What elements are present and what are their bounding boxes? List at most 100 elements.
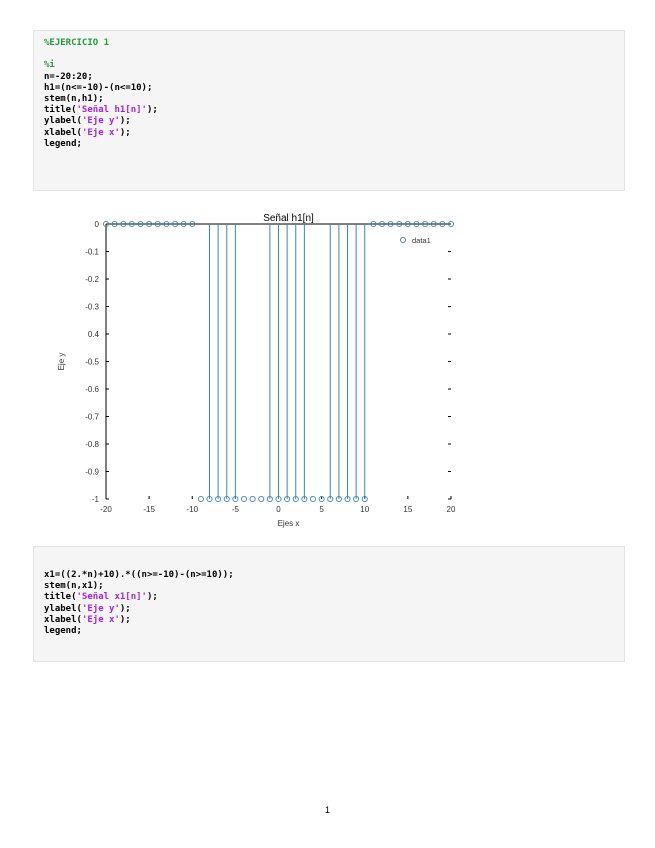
stem-marker <box>146 220 153 228</box>
code-line: xlabel('Eje x'); <box>44 128 614 139</box>
code-line: title('Señal h1[n]'); <box>44 105 614 116</box>
stem-marker <box>275 495 282 503</box>
x-tick-label: -15 <box>143 505 155 514</box>
code-string: 'Eje y' <box>81 116 120 127</box>
code-line: legend; <box>44 139 614 150</box>
stem-marker <box>396 220 403 228</box>
section-marker: %i <box>44 60 55 71</box>
x-tick-label: 5 <box>319 505 324 514</box>
code-line: ylabel('Eje y'); <box>44 116 614 127</box>
stem-marker <box>206 495 213 503</box>
code-string: 'Señal x1[n]' <box>76 592 147 603</box>
stem-marker <box>353 495 360 503</box>
x-tick-label: -20 <box>100 505 112 514</box>
stem-marker <box>378 220 386 228</box>
code-text: stem(n,h1); <box>44 93 104 104</box>
stem-marker <box>439 220 446 228</box>
stem-marker <box>154 220 161 228</box>
x-tick-label: 10 <box>360 505 369 514</box>
y-tick-label: -0.7 <box>85 413 99 422</box>
code-text: x1=((2.*n)+10).*((n>=-10)-(n>=10)); <box>44 570 234 580</box>
code-text: xlabel( <box>44 614 82 625</box>
code-text: ); <box>146 592 158 603</box>
stem-marker <box>120 220 127 228</box>
code-text: ); <box>146 105 158 116</box>
blank-line <box>44 49 614 60</box>
code-line: xlabel('Eje x'); <box>44 615 614 626</box>
x-tick-label: -10 <box>186 505 198 514</box>
stem-marker <box>404 220 411 228</box>
code-text: ylabel( <box>44 603 82 614</box>
y-tick-label: 0.4 <box>88 330 100 339</box>
stem-marker <box>361 495 368 503</box>
y-tick-label: -0.9 <box>85 468 99 477</box>
y-tick-label: -0.1 <box>85 248 99 257</box>
stem-marker <box>430 220 437 228</box>
code-text: title( <box>44 592 77 603</box>
code-line: ylabel('Eje y'); <box>44 604 614 615</box>
code-line: n=-20:20; <box>44 72 614 83</box>
code-text: xlabel( <box>44 127 82 138</box>
stem-marker <box>102 220 110 228</box>
code-block-1: %EJERCICIO 1 %i n=-20:20; h1=(n<=-10)-(n<… <box>33 30 625 191</box>
y-tick-label: -0.8 <box>85 440 99 449</box>
stem-marker <box>111 220 118 228</box>
stem-marker <box>309 495 317 503</box>
stem-marker <box>301 495 308 503</box>
legend-label: data1 <box>412 236 431 245</box>
section-title: %EJERCICIO 1 <box>44 38 110 48</box>
stem-marker <box>258 495 265 503</box>
code-text: h1=(n<=-10)-(n<=10); <box>44 82 153 93</box>
x-axis-label: Ejes x <box>278 519 300 528</box>
stem-marker <box>171 220 179 228</box>
stem-marker <box>266 495 273 503</box>
x-tick-label: 15 <box>403 505 412 514</box>
code-text: ); <box>119 614 131 625</box>
stem-marker <box>249 495 256 503</box>
stem-marker <box>318 495 325 503</box>
stem-marker <box>284 495 291 503</box>
stem-marker <box>344 495 351 503</box>
code-lines: n=-20:20; h1=(n<=-10)-(n<=10); stem(n,h1);… <box>44 72 614 150</box>
code-text: ylabel( <box>44 116 82 127</box>
code-string: 'Eje x' <box>81 127 120 138</box>
code-text: stem(n,x1); <box>44 581 104 592</box>
code-text: legend; <box>44 138 82 149</box>
stem-marker <box>447 220 455 228</box>
stem-marker <box>335 495 342 503</box>
code-text: ); <box>119 116 131 127</box>
code-block-2: x1=((2.*n)+10).*((n>=-10)-(n>=10)); stem(… <box>33 546 625 662</box>
y-tick-label: -0.6 <box>85 385 99 394</box>
code-text: ); <box>119 603 131 614</box>
y-tick-label: -0.5 <box>85 358 99 367</box>
code-line: title('Señal x1[n]'); <box>44 592 614 603</box>
code-string: 'Eje x' <box>81 614 120 625</box>
stem-plot: 0 -0.1 -0.2 -0.3 0.4 -0.5 -0.6 -0.7 -0.8 -0.9 -1-2… <box>57 213 456 528</box>
stem-marker <box>223 495 230 503</box>
stem-marker <box>327 495 334 503</box>
y-tick-label: -1 <box>92 495 100 504</box>
stem-marker <box>240 495 248 503</box>
code-text: title( <box>44 105 77 116</box>
code-text: n=-20:20; <box>44 71 93 82</box>
y-tick-label: -0.3 <box>85 303 99 312</box>
code-text: ); <box>119 127 131 138</box>
stem-marker <box>197 495 204 503</box>
stem-marker <box>163 220 170 228</box>
y-tick-label: 0 <box>95 220 100 229</box>
code-line: h1=(n<=-10)-(n<=10); <box>44 83 614 94</box>
stem-marker <box>370 220 377 228</box>
y-axis-label: Eje y <box>57 353 66 371</box>
stem-marker <box>387 220 394 228</box>
stem-marker <box>422 220 429 228</box>
code-line: stem(n,x1); <box>44 581 614 592</box>
stem-marker <box>215 495 222 503</box>
stem-marker <box>189 220 196 228</box>
stem-marker <box>137 220 144 228</box>
code-string: 'Eje y' <box>81 603 120 614</box>
legend-marker <box>399 236 407 244</box>
code-line: x1=((2.*n)+10).*((n>=-10)-(n>=10)); <box>44 570 614 581</box>
stem-marker <box>292 495 299 503</box>
y-tick-label: -0.2 <box>85 275 99 284</box>
code-line: legend; <box>44 626 614 637</box>
